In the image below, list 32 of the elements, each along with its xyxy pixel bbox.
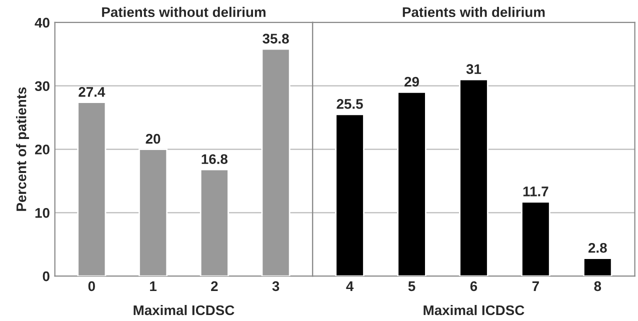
bar <box>77 102 106 276</box>
x-tick-label: 7 <box>532 281 539 291</box>
x-axis-title: Maximal ICDSC <box>424 304 524 316</box>
data-label: 11.7 <box>523 186 548 196</box>
x-tick-label: 3 <box>272 281 280 292</box>
y-tick-label: 0 <box>42 271 50 282</box>
data-label: 27.4 <box>78 86 106 97</box>
bar <box>138 148 168 276</box>
x-tick-label: 4 <box>346 281 354 291</box>
x-tick-label: 6 <box>470 281 478 292</box>
data-label: 16.8 <box>202 154 228 164</box>
data-label: 2.8 <box>588 242 607 253</box>
bar <box>261 48 290 276</box>
x-tick-label: 5 <box>408 281 416 292</box>
data-label: 35.8 <box>262 34 289 44</box>
x-tick-label: 2 <box>211 281 218 291</box>
data-label: 31 <box>466 64 482 74</box>
data-label: 20 <box>146 134 160 144</box>
chart-title: Patients without delirium <box>102 6 266 18</box>
bar <box>200 168 229 276</box>
data-label: 29 <box>404 76 419 87</box>
x-tick-label: 1 <box>150 281 157 291</box>
y-tick-label: 10 <box>35 208 50 218</box>
x-tick-label: 0 <box>88 281 95 292</box>
y-tick-label: 40 <box>34 18 50 28</box>
data-label: 25.5 <box>336 99 363 109</box>
chart-title: Patients with delirium <box>402 6 545 18</box>
x-tick-label: 8 <box>594 281 602 292</box>
y-tick-label: 30 <box>34 81 50 92</box>
y-axis-title: Percent of patients <box>16 87 30 211</box>
y-tick-label: 20 <box>35 144 50 154</box>
x-axis-title: Maximal ICDSC <box>134 304 234 316</box>
